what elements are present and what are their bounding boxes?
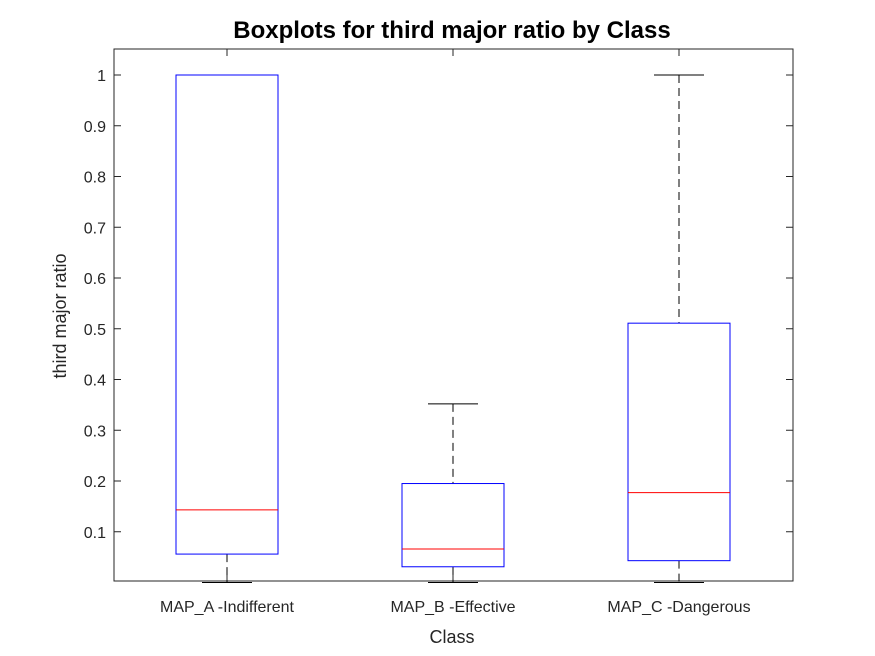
x-axis-label: Class [429, 627, 474, 647]
x-tick-label: MAP_A -Indifferent [160, 599, 295, 616]
plot-area [113, 48, 794, 582]
y-tick-label: 1 [97, 68, 106, 85]
y-tick-label: 0.3 [84, 423, 106, 440]
box-2 [401, 403, 505, 583]
y-tick-label: 0.5 [84, 322, 106, 339]
x-tick-label: MAP_C -Dangerous [607, 599, 750, 616]
y-axis: 0.1 0.2 0.3 0.4 0.5 0.6 0.7 0.8 0.9 1 [84, 68, 793, 542]
x-axis: MAP_A -Indifferent MAP_B -Effective MAP_C … [160, 49, 751, 616]
y-tick-label: 0.6 [84, 271, 106, 288]
box-iqr [175, 74, 279, 555]
box-iqr [401, 483, 505, 568]
box-1 [175, 74, 279, 583]
x-tick-label: MAP_B -Effective [390, 599, 515, 616]
chart-title: Boxplots for third major ratio by Class [233, 17, 670, 44]
y-tick-label: 0.8 [84, 170, 106, 187]
y-tick-label: 0.4 [84, 373, 106, 390]
box-3 [627, 74, 731, 583]
y-tick-label: 0.7 [84, 220, 106, 237]
y-tick-label: 0.1 [84, 525, 106, 542]
y-tick-label: 0.9 [84, 119, 106, 136]
y-tick-label: 0.2 [84, 474, 106, 491]
box-iqr [627, 322, 731, 562]
y-axis-label: third major ratio [50, 253, 70, 378]
boxes-group [175, 74, 731, 583]
